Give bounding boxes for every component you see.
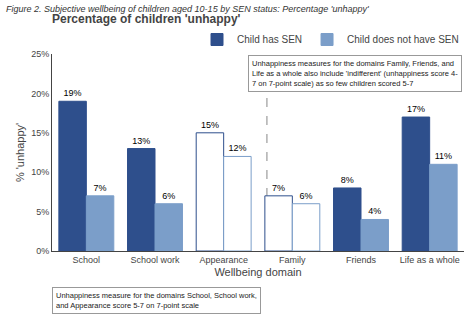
svg-text:11%: 11% xyxy=(435,151,452,161)
svg-text:15%: 15% xyxy=(31,128,49,138)
svg-text:15%: 15% xyxy=(201,120,219,130)
svg-text:Unhappiness measures for the d: Unhappiness measures for the domains Fam… xyxy=(252,59,458,88)
svg-text:Friends: Friends xyxy=(346,255,377,265)
svg-text:Percentage of children 'unhapp: Percentage of children 'unhappy' xyxy=(52,12,241,26)
svg-text:School: School xyxy=(73,255,101,265)
svg-text:Wellbeing domain: Wellbeing domain xyxy=(214,266,301,278)
svg-text:25%: 25% xyxy=(31,49,49,59)
svg-text:8%: 8% xyxy=(341,175,354,185)
svg-text:Child does not have SEN: Child does not have SEN xyxy=(347,34,459,45)
svg-text:10%: 10% xyxy=(31,167,49,177)
svg-text:7%: 7% xyxy=(94,183,107,193)
svg-text:0%: 0% xyxy=(36,246,49,256)
svg-text:Life as a whole: Life as a whole xyxy=(400,255,460,265)
svg-text:4%: 4% xyxy=(368,206,381,216)
svg-text:5%: 5% xyxy=(36,207,49,217)
svg-text:Unhappiness measure for the do: Unhappiness measure for the domains Scho… xyxy=(56,291,257,310)
svg-text:School work: School work xyxy=(130,255,180,265)
svg-text:17%: 17% xyxy=(407,104,425,114)
svg-text:12%: 12% xyxy=(228,143,246,153)
svg-text:13%: 13% xyxy=(132,136,150,146)
svg-text:% 'unhappy': % 'unhappy' xyxy=(14,123,26,182)
svg-text:6%: 6% xyxy=(300,191,313,201)
svg-text:Child has SEN: Child has SEN xyxy=(237,34,302,45)
svg-text:6%: 6% xyxy=(162,191,175,201)
svg-text:Family: Family xyxy=(279,255,306,265)
svg-text:19%: 19% xyxy=(64,88,82,98)
svg-text:Figure 2. Subjective wellbeing: Figure 2. Subjective wellbeing of childr… xyxy=(6,4,369,14)
svg-text:Appearance: Appearance xyxy=(199,255,248,265)
svg-text:7%: 7% xyxy=(272,183,285,193)
svg-text:20%: 20% xyxy=(31,89,49,99)
